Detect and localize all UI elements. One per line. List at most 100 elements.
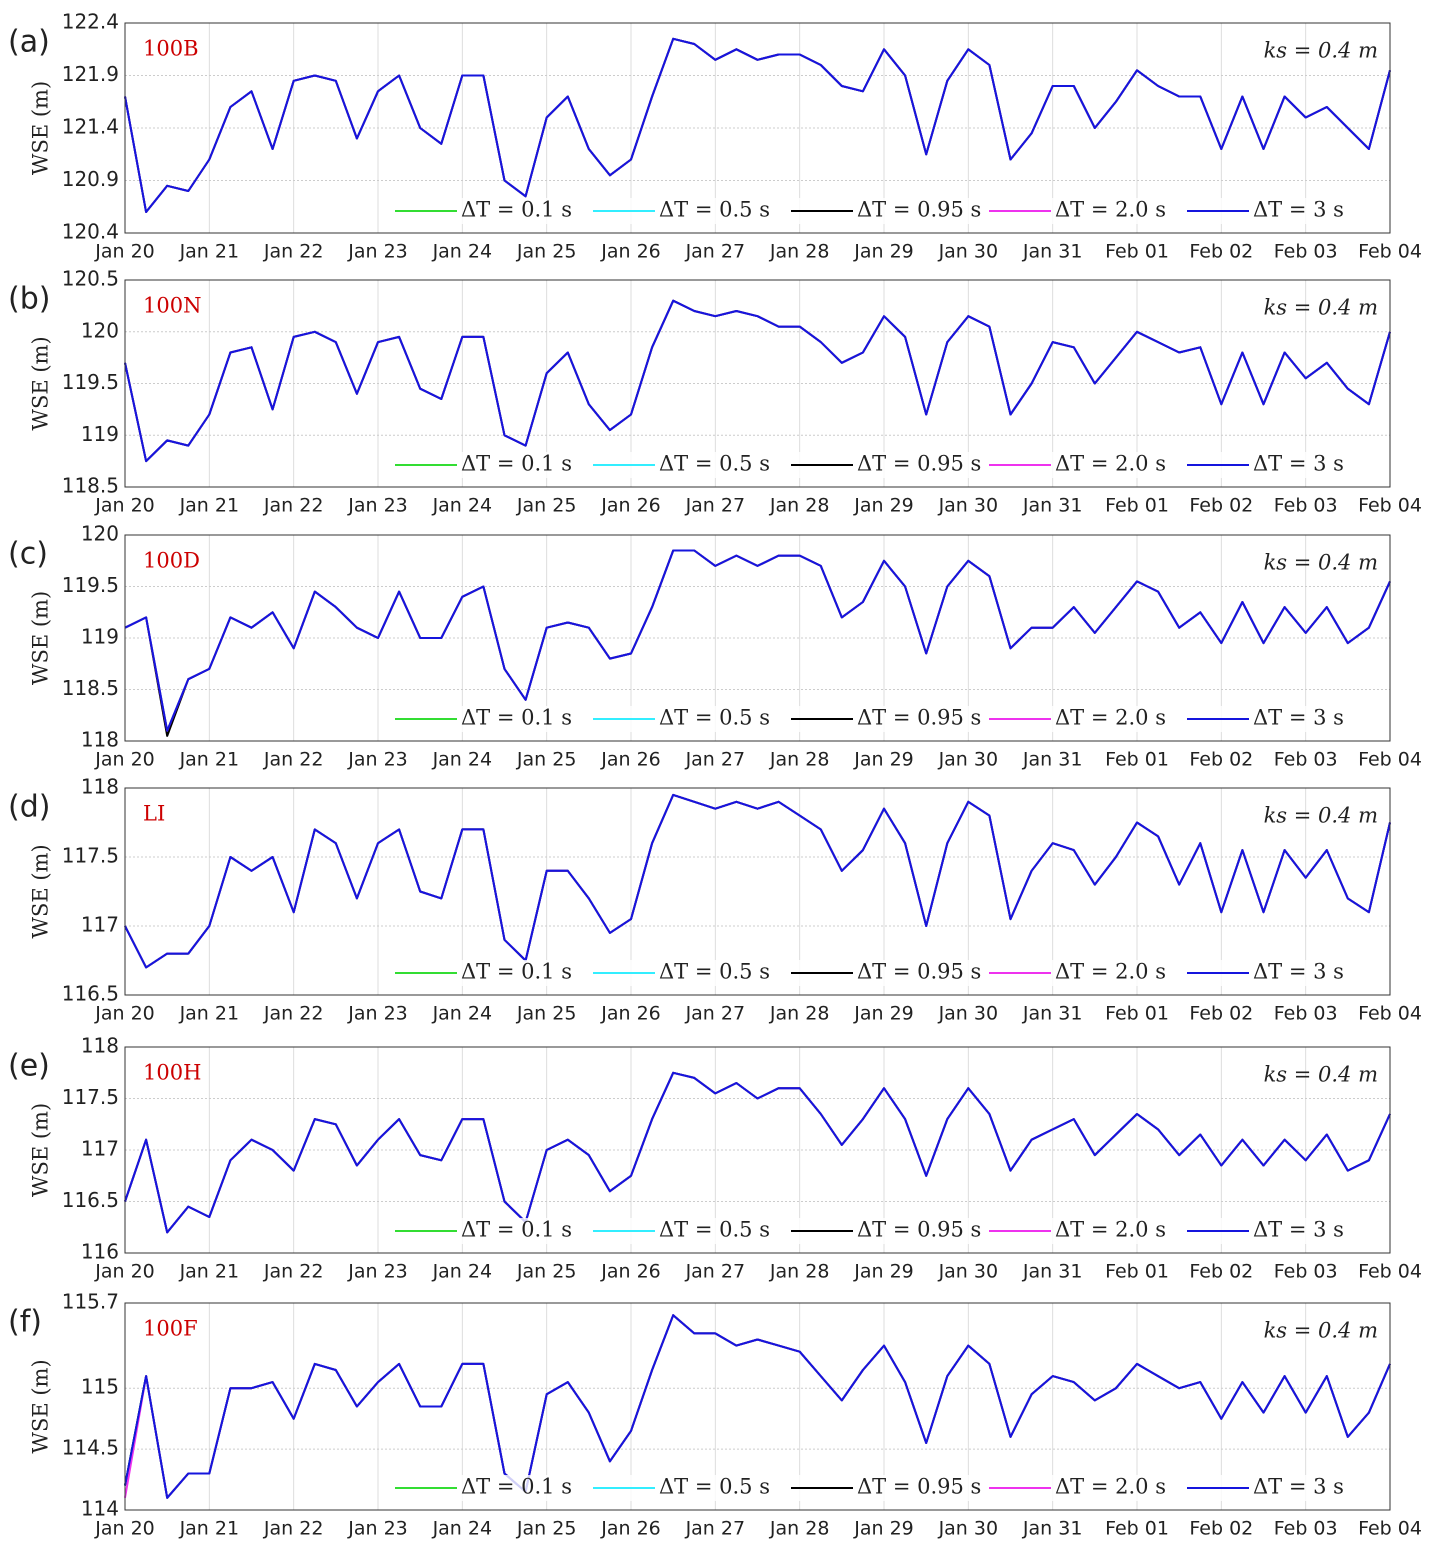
y-tick-label: 116.5	[62, 1188, 119, 1212]
station-label: 100D	[143, 549, 200, 573]
x-tick-label: Jan 25	[516, 1003, 577, 1025]
axes-frame	[124, 279, 1391, 488]
annotation: ks = 0.4 m	[1264, 804, 1378, 828]
y-tick-label: 122.4	[62, 10, 119, 34]
y-tick-label: 115	[81, 1375, 119, 1399]
x-tick-label: Jan 26	[600, 1261, 661, 1283]
x-tick-label: Jan 26	[600, 1518, 661, 1540]
legend-label: ΔT = 2.0 s	[1055, 1218, 1166, 1242]
y-tick-label: 120.5	[62, 267, 119, 291]
annotation: ks = 0.4 m	[1264, 296, 1378, 320]
x-tick-label: Jan 21	[179, 241, 240, 263]
x-tick-label: Jan 25	[516, 1261, 577, 1283]
series-line	[124, 549, 1391, 732]
x-tick-label: Jan 27	[685, 1518, 746, 1540]
legend-label: ΔT = 3 s	[1253, 198, 1344, 222]
x-tick-label: Feb 01	[1105, 749, 1169, 771]
x-tick-label: Jan 22	[263, 241, 324, 263]
y-tick-label: 121.9	[62, 62, 119, 86]
x-tick-label: Feb 02	[1189, 495, 1253, 517]
x-tick-label: Jan 25	[516, 1518, 577, 1540]
series-line	[124, 793, 1391, 969]
y-tick-label: 117.5	[62, 844, 119, 868]
axes-frame	[124, 534, 1391, 742]
x-tick-label: Jan 30	[938, 495, 999, 517]
x-tick-label: Jan 27	[685, 1261, 746, 1283]
y-tick-label: 114.5	[62, 1436, 119, 1460]
x-tick-label: Jan 24	[432, 1003, 493, 1025]
x-tick-label: Jan 31	[1022, 495, 1083, 517]
y-tick-label: 120	[81, 318, 119, 342]
legend-label: ΔT = 2.0 s	[1055, 1475, 1166, 1499]
legend-label: ΔT = 0.1 s	[461, 1475, 572, 1499]
series-line	[124, 299, 1391, 463]
panel-label: (f)	[8, 1305, 42, 1340]
station-label: 100H	[143, 1061, 201, 1085]
x-tick-label: Jan 26	[600, 495, 661, 517]
legend-label: ΔT = 3 s	[1253, 452, 1344, 476]
panel: Jan 20 Jan 21 Jan 22 Jan 23 Jan 24 Jan 25 Jan …	[8, 1290, 1422, 1540]
x-tick-label: Jan 26	[600, 749, 661, 771]
legend-label: ΔT = 2.0 s	[1055, 706, 1166, 730]
x-tick-label: Feb 01	[1105, 1518, 1169, 1540]
x-tick-label: Jan 24	[432, 241, 493, 263]
y-axis-label: WSE (m)	[29, 336, 53, 430]
y-axis-label: WSE (m)	[29, 1359, 53, 1453]
x-tick-label: Jan 25	[516, 241, 577, 263]
y-tick-label: 118	[81, 1034, 119, 1058]
y-tick-label: 120	[81, 522, 119, 546]
x-tick-label: Jan 28	[769, 241, 830, 263]
x-tick-label: Jan 24	[432, 749, 493, 771]
x-tick-label: Jan 26	[600, 1003, 661, 1025]
panel: Jan 20 Jan 21 Jan 22 Jan 23 Jan 24 Jan 25 Jan …	[8, 775, 1422, 1025]
legend-label: ΔT = 0.5 s	[659, 960, 770, 984]
y-tick-label: 116.5	[62, 982, 119, 1006]
x-tick-label: Feb 02	[1189, 749, 1253, 771]
x-tick-label: Jan 30	[938, 1261, 999, 1283]
panel-label: (a)	[8, 25, 50, 60]
axes-frame	[124, 1302, 1391, 1511]
x-tick-label: Jan 24	[432, 495, 493, 517]
x-tick-label: Jan 22	[263, 1003, 324, 1025]
axes-frame	[124, 22, 1391, 234]
y-axis-label: WSE (m)	[29, 844, 53, 938]
x-tick-label: Jan 27	[685, 241, 746, 263]
y-tick-label: 118	[81, 775, 119, 799]
x-tick-label: Jan 21	[179, 1518, 240, 1540]
legend-label: ΔT = 0.5 s	[659, 1475, 770, 1499]
x-tick-label: Jan 22	[263, 495, 324, 517]
legend-label: ΔT = 0.5 s	[659, 1218, 770, 1242]
legend-label: ΔT = 0.1 s	[461, 706, 572, 730]
x-tick-label: Jan 20	[94, 495, 155, 517]
legend-label: ΔT = 3 s	[1253, 960, 1344, 984]
x-tick-label: Jan 29	[853, 241, 914, 263]
x-tick-label: Jan 30	[938, 1003, 999, 1025]
series-line	[124, 1071, 1391, 1234]
x-tick-label: Jan 27	[685, 1003, 746, 1025]
x-tick-label: Feb 02	[1189, 241, 1253, 263]
station-label: 100B	[143, 37, 199, 61]
x-tick-label: Jan 29	[853, 1003, 914, 1025]
x-tick-label: Jan 23	[347, 749, 408, 771]
x-tick-label: Jan 29	[853, 1261, 914, 1283]
x-tick-label: Feb 01	[1105, 1003, 1169, 1025]
x-tick-label: Jan 22	[263, 749, 324, 771]
y-tick-label: 116	[81, 1240, 119, 1264]
x-tick-label: Jan 28	[769, 1003, 830, 1025]
y-tick-label: 120.4	[62, 220, 119, 244]
x-tick-label: Feb 02	[1189, 1518, 1253, 1540]
x-tick-label: Jan 23	[347, 241, 408, 263]
x-tick-label: Feb 02	[1189, 1261, 1253, 1283]
x-tick-label: Jan 29	[853, 749, 914, 771]
x-tick-label: Jan 22	[263, 1261, 324, 1283]
x-tick-label: Feb 01	[1105, 1261, 1169, 1283]
x-tick-label: Feb 03	[1274, 1261, 1338, 1283]
x-tick-label: Feb 04	[1358, 495, 1422, 517]
x-tick-label: Jan 24	[432, 1518, 493, 1540]
x-tick-label: Jan 29	[853, 495, 914, 517]
legend-label: ΔT = 0.5 s	[659, 706, 770, 730]
panel-label: (b)	[8, 282, 50, 317]
annotation: ks = 0.4 m	[1264, 551, 1378, 575]
panel: Jan 20 Jan 21 Jan 22 Jan 23 Jan 24 Jan 25 Jan …	[8, 1034, 1422, 1283]
